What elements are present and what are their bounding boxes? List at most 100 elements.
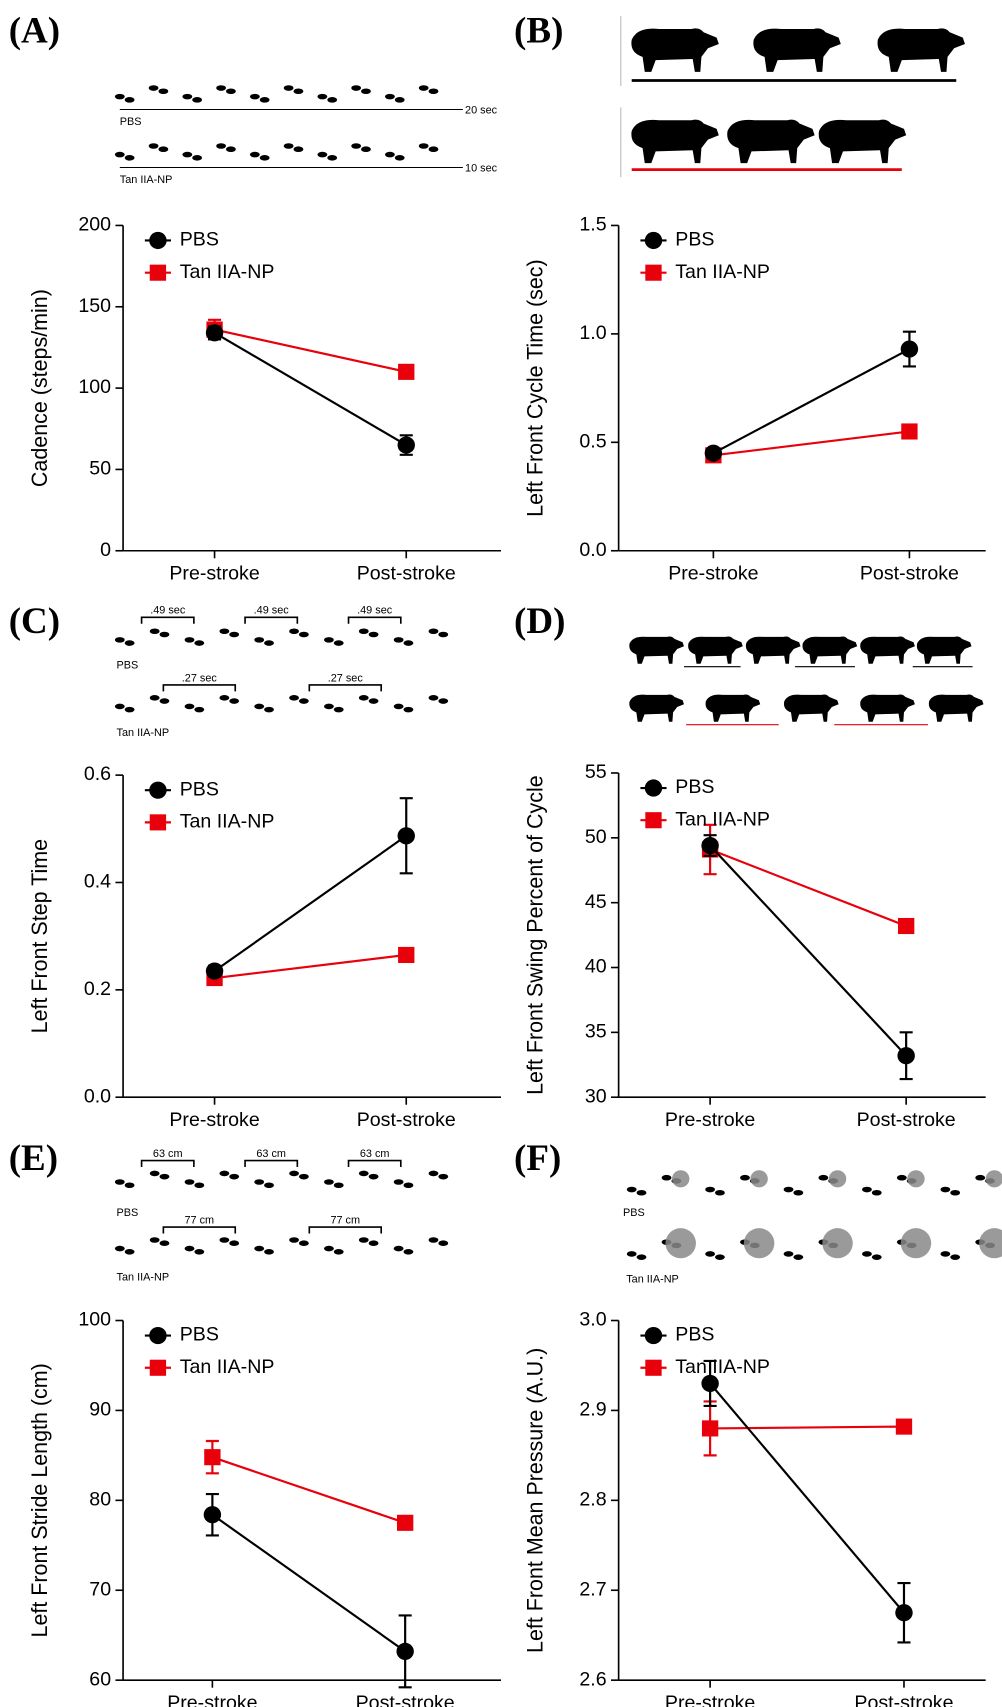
pig-silhouette — [860, 636, 915, 664]
y-tick-label: 150 — [78, 295, 111, 317]
footprint — [358, 1237, 369, 1243]
marker — [396, 1642, 414, 1660]
footprint — [715, 1254, 725, 1260]
schematic-label: 10 sec — [465, 162, 498, 174]
schematic-label: PBS — [623, 1207, 645, 1219]
series-line — [710, 1425, 904, 1430]
footprint — [264, 1249, 274, 1255]
pressure-spot — [665, 1228, 696, 1259]
footprint — [862, 1251, 872, 1257]
series-line — [212, 1456, 406, 1524]
schematic-label: .49 sec — [254, 605, 290, 617]
footprint — [393, 1245, 404, 1252]
footprint — [438, 631, 449, 638]
legend-marker — [149, 781, 167, 799]
footprint — [254, 637, 265, 643]
footprint — [940, 1251, 951, 1257]
x-tick-label: Pre-stroke — [169, 1109, 259, 1131]
series-line — [709, 1382, 905, 1614]
schematic-label: 63 cm — [256, 1148, 286, 1160]
pig-silhouette — [783, 694, 839, 722]
footprint — [394, 155, 405, 161]
footprint — [194, 706, 205, 713]
y-axis-label: Left Front Stride Length (cm) — [27, 1363, 52, 1637]
footprint — [114, 151, 125, 158]
footprint — [114, 637, 125, 643]
footprint — [184, 637, 195, 643]
schematic-label: Tan IIA-NP — [626, 1274, 679, 1286]
footprint — [289, 1237, 299, 1243]
y-tick-label: 55 — [585, 761, 607, 783]
x-tick-label: Pre-stroke — [665, 1109, 755, 1131]
footprint — [264, 706, 274, 713]
footprint — [283, 143, 294, 149]
footprint — [124, 1249, 135, 1255]
y-tick-label: 2.8 — [579, 1489, 606, 1511]
footprint — [385, 151, 395, 158]
y-tick-label: 50 — [89, 458, 111, 480]
footprint — [403, 1182, 414, 1189]
marker — [397, 827, 415, 845]
footprint — [124, 1182, 135, 1189]
footprint — [249, 93, 260, 100]
footprint — [159, 1173, 170, 1180]
footprint — [418, 85, 429, 91]
footprint — [289, 695, 299, 701]
pressure-spot — [985, 1170, 1002, 1188]
legend-label: Tan IIA-NP — [180, 811, 275, 833]
panel-label: (A) — [9, 10, 60, 51]
marker — [205, 962, 224, 980]
pressure-spot — [743, 1228, 775, 1259]
footprint — [317, 93, 328, 100]
legend-label: Tan IIA-NP — [675, 261, 770, 283]
legend-label: PBS — [675, 1324, 714, 1346]
footprint — [148, 85, 159, 91]
footprint — [149, 1237, 160, 1243]
y-tick-label: 0.5 — [579, 431, 606, 453]
footprint — [896, 1174, 907, 1181]
panel-label: (D) — [514, 600, 565, 641]
legend-label: PBS — [180, 1324, 219, 1346]
footprint — [793, 1254, 804, 1260]
footprint — [324, 637, 334, 643]
marker — [398, 946, 415, 964]
footprint — [636, 1254, 647, 1260]
footprint — [298, 631, 309, 638]
footprint — [862, 1186, 872, 1193]
footprint — [229, 631, 240, 638]
footprint — [783, 1186, 794, 1193]
panel-label: (C) — [9, 600, 60, 641]
footprint — [393, 703, 404, 710]
y-tick-label: 35 — [585, 1021, 607, 1043]
marker — [701, 1420, 719, 1437]
marker — [897, 1047, 915, 1065]
panel-label: (F) — [514, 1137, 561, 1178]
footprint — [351, 85, 362, 91]
footprint — [219, 1170, 230, 1177]
marker — [704, 444, 723, 462]
y-tick-label: 1.0 — [579, 322, 606, 344]
pressure-spot — [671, 1170, 690, 1188]
footprint — [229, 1240, 240, 1247]
series-line — [709, 848, 907, 928]
y-tick-label: 70 — [89, 1578, 111, 1600]
footprint — [333, 640, 344, 646]
footprint — [254, 703, 265, 710]
pressure-spot — [900, 1228, 932, 1259]
footprint — [158, 146, 169, 153]
footprint — [428, 695, 439, 701]
footprint — [368, 631, 379, 638]
legend-label: PBS — [180, 778, 219, 800]
footprint — [793, 1189, 804, 1196]
footprint — [184, 703, 195, 710]
marker — [701, 837, 719, 855]
footprint — [428, 1170, 439, 1177]
schematic-label: PBS — [117, 660, 139, 672]
footprint — [159, 1240, 170, 1247]
y-tick-label: 50 — [585, 826, 607, 848]
footprint — [148, 143, 159, 149]
footprint — [327, 97, 338, 103]
footprint — [182, 151, 193, 158]
marker — [895, 1604, 913, 1622]
